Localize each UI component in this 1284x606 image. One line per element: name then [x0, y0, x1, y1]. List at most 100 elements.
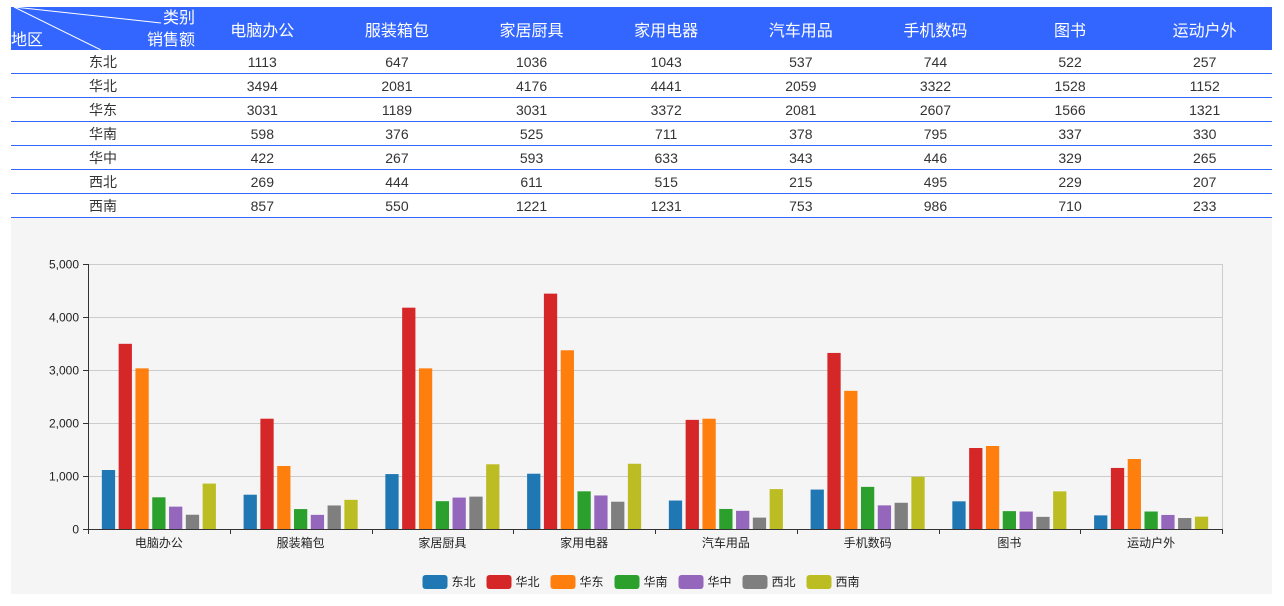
sales-value-cell: 1528 — [1054, 77, 1086, 94]
bar-series3-category7 — [985, 446, 1000, 529]
table-body: 东北 1113 647 1036 1043 537 744 522 257 华北 3494 2081 4… — [11, 50, 1272, 218]
sales-value-cell: 2059 — [785, 77, 817, 94]
legend-item[interactable]: 华北 — [486, 575, 540, 589]
sales-value-cell: 330 — [1193, 125, 1217, 142]
x-category-label: 汽车用品 — [702, 535, 750, 550]
legend-label[interactable]: 华东 — [580, 575, 604, 589]
legend-item[interactable]: 华南 — [614, 574, 668, 589]
bar-series2-category7 — [969, 448, 983, 529]
legend-swatch[interactable] — [742, 575, 768, 589]
bar-series5-category7 — [1019, 511, 1033, 529]
legend-item[interactable]: 西南 — [806, 574, 860, 589]
bar-series4-category5 — [719, 508, 733, 529]
category-column-header: 手机数码 — [903, 22, 968, 40]
sales-value-cell: 265 — [1193, 149, 1217, 166]
sales-value-cell: 3031 — [246, 101, 278, 118]
bar-series7-category4 — [627, 463, 642, 529]
sales-value-cell: 522 — [1058, 53, 1082, 70]
legend-swatch[interactable] — [486, 575, 512, 589]
legend-swatch[interactable] — [806, 575, 832, 589]
sales-value-cell: 795 — [923, 125, 948, 142]
bar-series2-category6 — [827, 352, 841, 529]
x-category-label: 电脑办公 — [135, 535, 183, 550]
region-cell: 东北 — [89, 53, 117, 70]
bar-series4-category8 — [1144, 511, 1158, 529]
legend-label[interactable]: 华中 — [708, 574, 732, 589]
bar-series1-category8 — [1094, 515, 1108, 529]
sales-value-cell: 446 — [923, 149, 948, 166]
x-category-label: 手机数码 — [844, 535, 892, 550]
legend-swatch[interactable] — [678, 575, 704, 589]
sales-value-cell: 3372 — [650, 101, 682, 118]
sales-value-cell: 1321 — [1189, 101, 1221, 118]
bar-series5-category1 — [169, 506, 183, 529]
bar-series5-category8 — [1161, 514, 1175, 529]
legend-label[interactable]: 西北 — [772, 575, 796, 589]
sales-value-cell: 444 — [385, 173, 409, 190]
legend-label[interactable]: 西南 — [836, 574, 860, 589]
category-column-header: 服装箱包 — [364, 22, 429, 40]
region-cell: 华南 — [89, 125, 117, 142]
region-cell: 西南 — [89, 197, 117, 214]
y-tick-label: 0 — [72, 523, 79, 537]
bar-series3-category3 — [418, 368, 433, 529]
diagonal-header-cell: 类别 销售额 地区 — [11, 7, 195, 50]
bar-series2-category5 — [685, 419, 699, 529]
sales-value-cell: 1221 — [515, 197, 548, 214]
diagonal-line-upper — [13, 7, 162, 24]
sales-value-cell: 525 — [519, 125, 544, 142]
bar-series6-category6 — [894, 502, 908, 529]
sales-value-cell: 550 — [385, 197, 409, 214]
bar-series3-category5 — [702, 418, 716, 529]
bar-series6-category2 — [327, 505, 341, 529]
bar-series3-category8 — [1127, 458, 1141, 529]
legend-item[interactable]: 华东 — [550, 575, 604, 589]
category-column-header: 家居厨具 — [499, 22, 564, 40]
legend-swatch[interactable] — [422, 575, 448, 589]
bar-series4-category6 — [860, 486, 875, 529]
sales-value-cell: 1152 — [1189, 77, 1220, 94]
sales-value-cell: 1113 — [247, 53, 277, 70]
bar-series6-category7 — [1036, 516, 1050, 529]
bar-series3-category1 — [135, 368, 149, 529]
category-column-header: 运动户外 — [1172, 22, 1237, 40]
bar-series2-category2 — [260, 418, 274, 529]
legend-label[interactable]: 华北 — [516, 575, 540, 589]
sales-value-cell: 611 — [520, 173, 543, 190]
region-cell: 华北 — [89, 77, 117, 94]
legend-label[interactable]: 华南 — [644, 574, 668, 589]
bar-series4-category1 — [152, 497, 166, 529]
legend: 东北 华北 华东 华南 华中 西北 西南 — [422, 574, 860, 589]
sales-amount-corner-label: 销售额 — [146, 32, 195, 49]
table-header-row: 类别 销售额 地区 电脑办公 服装箱包 家居厨具 家用电器 汽车用品 手机数码 … — [11, 7, 1272, 50]
table-row: 华东 3031 1189 3031 3372 2081 2607 1566 1321 — [11, 98, 1272, 122]
bar-series6-category8 — [1178, 518, 1192, 529]
legend-swatch[interactable] — [550, 575, 576, 589]
legend-item[interactable]: 华中 — [678, 574, 732, 589]
y-tick-label: 4,000 — [49, 311, 79, 325]
sales-value-cell: 343 — [789, 149, 813, 166]
bar-series5-category2 — [310, 514, 325, 529]
legend-swatch[interactable] — [614, 575, 640, 589]
category-column-header: 电脑办公 — [230, 22, 295, 40]
table-row: 西南 857 550 1221 1231 753 986 710 233 — [11, 194, 1272, 218]
x-category-label: 家居厨具 — [418, 535, 466, 550]
legend-item[interactable]: 东北 — [422, 575, 476, 589]
legend-label[interactable]: 东北 — [452, 575, 476, 589]
x-category-label: 运动户外 — [1127, 535, 1175, 550]
y-axis: 0 1,000 2,000 3,000 4,000 5,000 — [49, 258, 89, 537]
bar-series7-category7 — [1053, 491, 1067, 529]
y-tick-label: 1,000 — [49, 470, 79, 484]
bar-series2-category1 — [118, 343, 132, 529]
sales-value-cell: 633 — [654, 149, 678, 166]
bar-series3-category6 — [844, 390, 858, 529]
sales-value-cell: 598 — [250, 125, 274, 142]
legend-item[interactable]: 西北 — [742, 575, 796, 589]
sales-table: 类别 销售额 地区 电脑办公 服装箱包 家居厨具 家用电器 汽车用品 手机数码 … — [11, 7, 1272, 218]
sales-value-cell: 710 — [1058, 197, 1082, 214]
bar-series7-category5 — [769, 489, 783, 529]
region-cell: 华中 — [89, 149, 117, 166]
sales-value-cell: 495 — [923, 173, 948, 190]
sales-value-cell: 378 — [789, 125, 813, 142]
region-corner-label: 地区 — [11, 32, 44, 49]
